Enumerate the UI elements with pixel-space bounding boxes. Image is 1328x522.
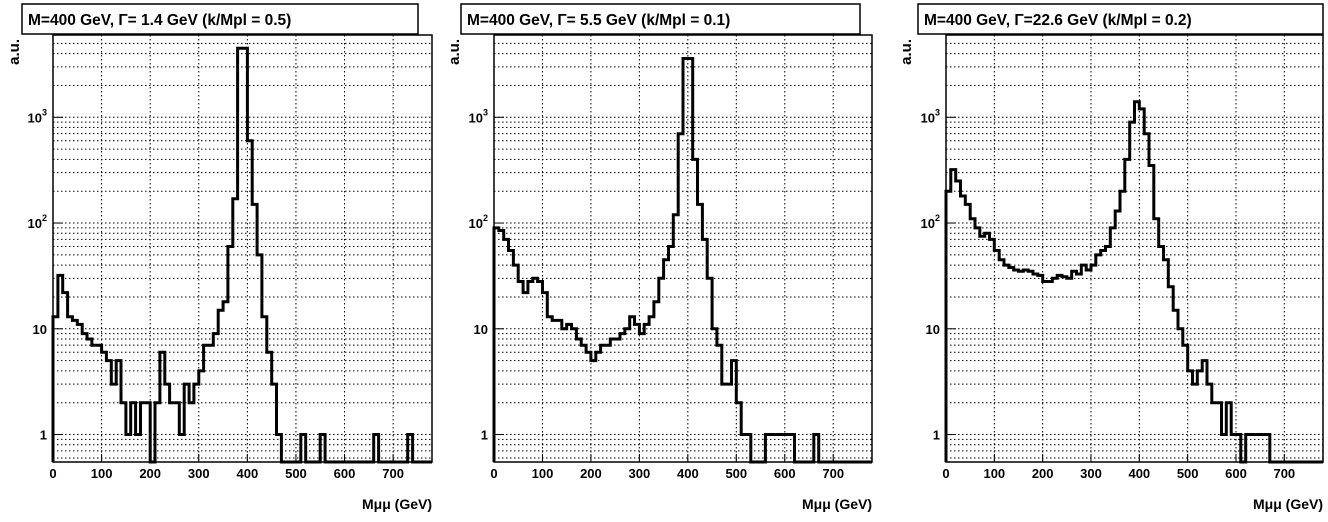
x-tick-label: 500 [725,466,747,481]
x-tick-label: 200 [139,466,161,481]
x-axis-label: Mμμ (GeV) [1253,496,1323,512]
x-tick-label: 600 [334,466,356,481]
x-tick-label: 400 [237,466,259,481]
panel-2: 0 100 200 300 400 500 600 700 1 10 103 102 M=400 GeV… [446,3,873,512]
x-tick-label: 100 [983,466,1005,481]
y-tick-label: 102 [28,213,47,231]
title-box [917,3,1324,35]
x-tick-label: 400 [677,466,699,481]
title-text: M=400 GeV, Γ= 1.4 GeV (k/Mpl = 0.5) [28,12,291,29]
x-tick-label: 500 [1177,466,1199,481]
histogram-series [492,57,872,464]
x-tick-label: 100 [532,466,554,481]
y-axis-label: a.u. [446,39,463,65]
panel-title: M=400 GeV, Γ=22.6 GeV (k/Mpl = 0.2) [917,3,1324,35]
x-tick-label: 700 [822,466,844,481]
x-tick-label: 700 [382,466,404,481]
y-tick-label: 10 [33,322,47,337]
title-box [460,3,861,35]
x-tick-label: 400 [1128,466,1150,481]
title-box [21,3,419,35]
y-tick-label: 10 [474,322,488,337]
panel-1: 0 100 200 300 400 500 600 700 1 10 103 102 M=400 GeV… [6,3,433,512]
y-tick-label: 103 [469,107,488,125]
panel-3: 0 100 200 300 400 500 600 700 1 10 103 102 M=400 GeV… [898,3,1324,512]
y-axis-label: a.u. [6,39,23,65]
x-tick-label: 600 [774,466,796,481]
x-tick-label: 200 [580,466,602,481]
x-tick-label: 0 [49,466,56,481]
y-tick-label: 102 [469,213,488,231]
y-tick-label: 1 [40,428,47,443]
x-tick-label: 600 [1225,466,1247,481]
x-tick-label: 200 [1032,466,1054,481]
grid [946,35,1323,462]
x-axis-label: Mμμ (GeV) [362,496,432,512]
y-tick-label: 103 [921,107,940,125]
x-tick-label: 300 [629,466,651,481]
title-text: M=400 GeV, Γ=22.6 GeV (k/Mpl = 0.2) [924,12,1192,29]
plot-frame [493,34,873,463]
x-tick-label: 0 [942,466,949,481]
y-tick-label: 10 [926,322,940,337]
plot-frame [52,34,433,463]
x-tick-label: 500 [285,466,307,481]
plot-frame [945,34,1324,463]
x-tick-label: 0 [490,466,497,481]
panel-title: M=400 GeV, Γ= 1.4 GeV (k/Mpl = 0.5) [21,3,419,35]
histogram-series [944,100,1323,464]
grid [53,35,432,462]
y-tick-label: 1 [481,428,488,443]
x-axis-label: Mμμ (GeV) [802,496,872,512]
x-tick-label: 300 [1080,466,1102,481]
y-axis-label: a.u. [898,39,915,65]
title-text: M=400 GeV, Γ= 5.5 GeV (k/Mpl = 0.1) [467,12,730,29]
y-tick-label: 103 [28,107,47,125]
x-tick-label: 300 [188,466,210,481]
x-tick-label: 100 [91,466,113,481]
x-tick-label: 700 [1273,466,1295,481]
y-tick-label: 102 [921,213,940,231]
y-tick-label: 1 [933,428,940,443]
panel-title: M=400 GeV, Γ= 5.5 GeV (k/Mpl = 0.1) [460,3,861,35]
